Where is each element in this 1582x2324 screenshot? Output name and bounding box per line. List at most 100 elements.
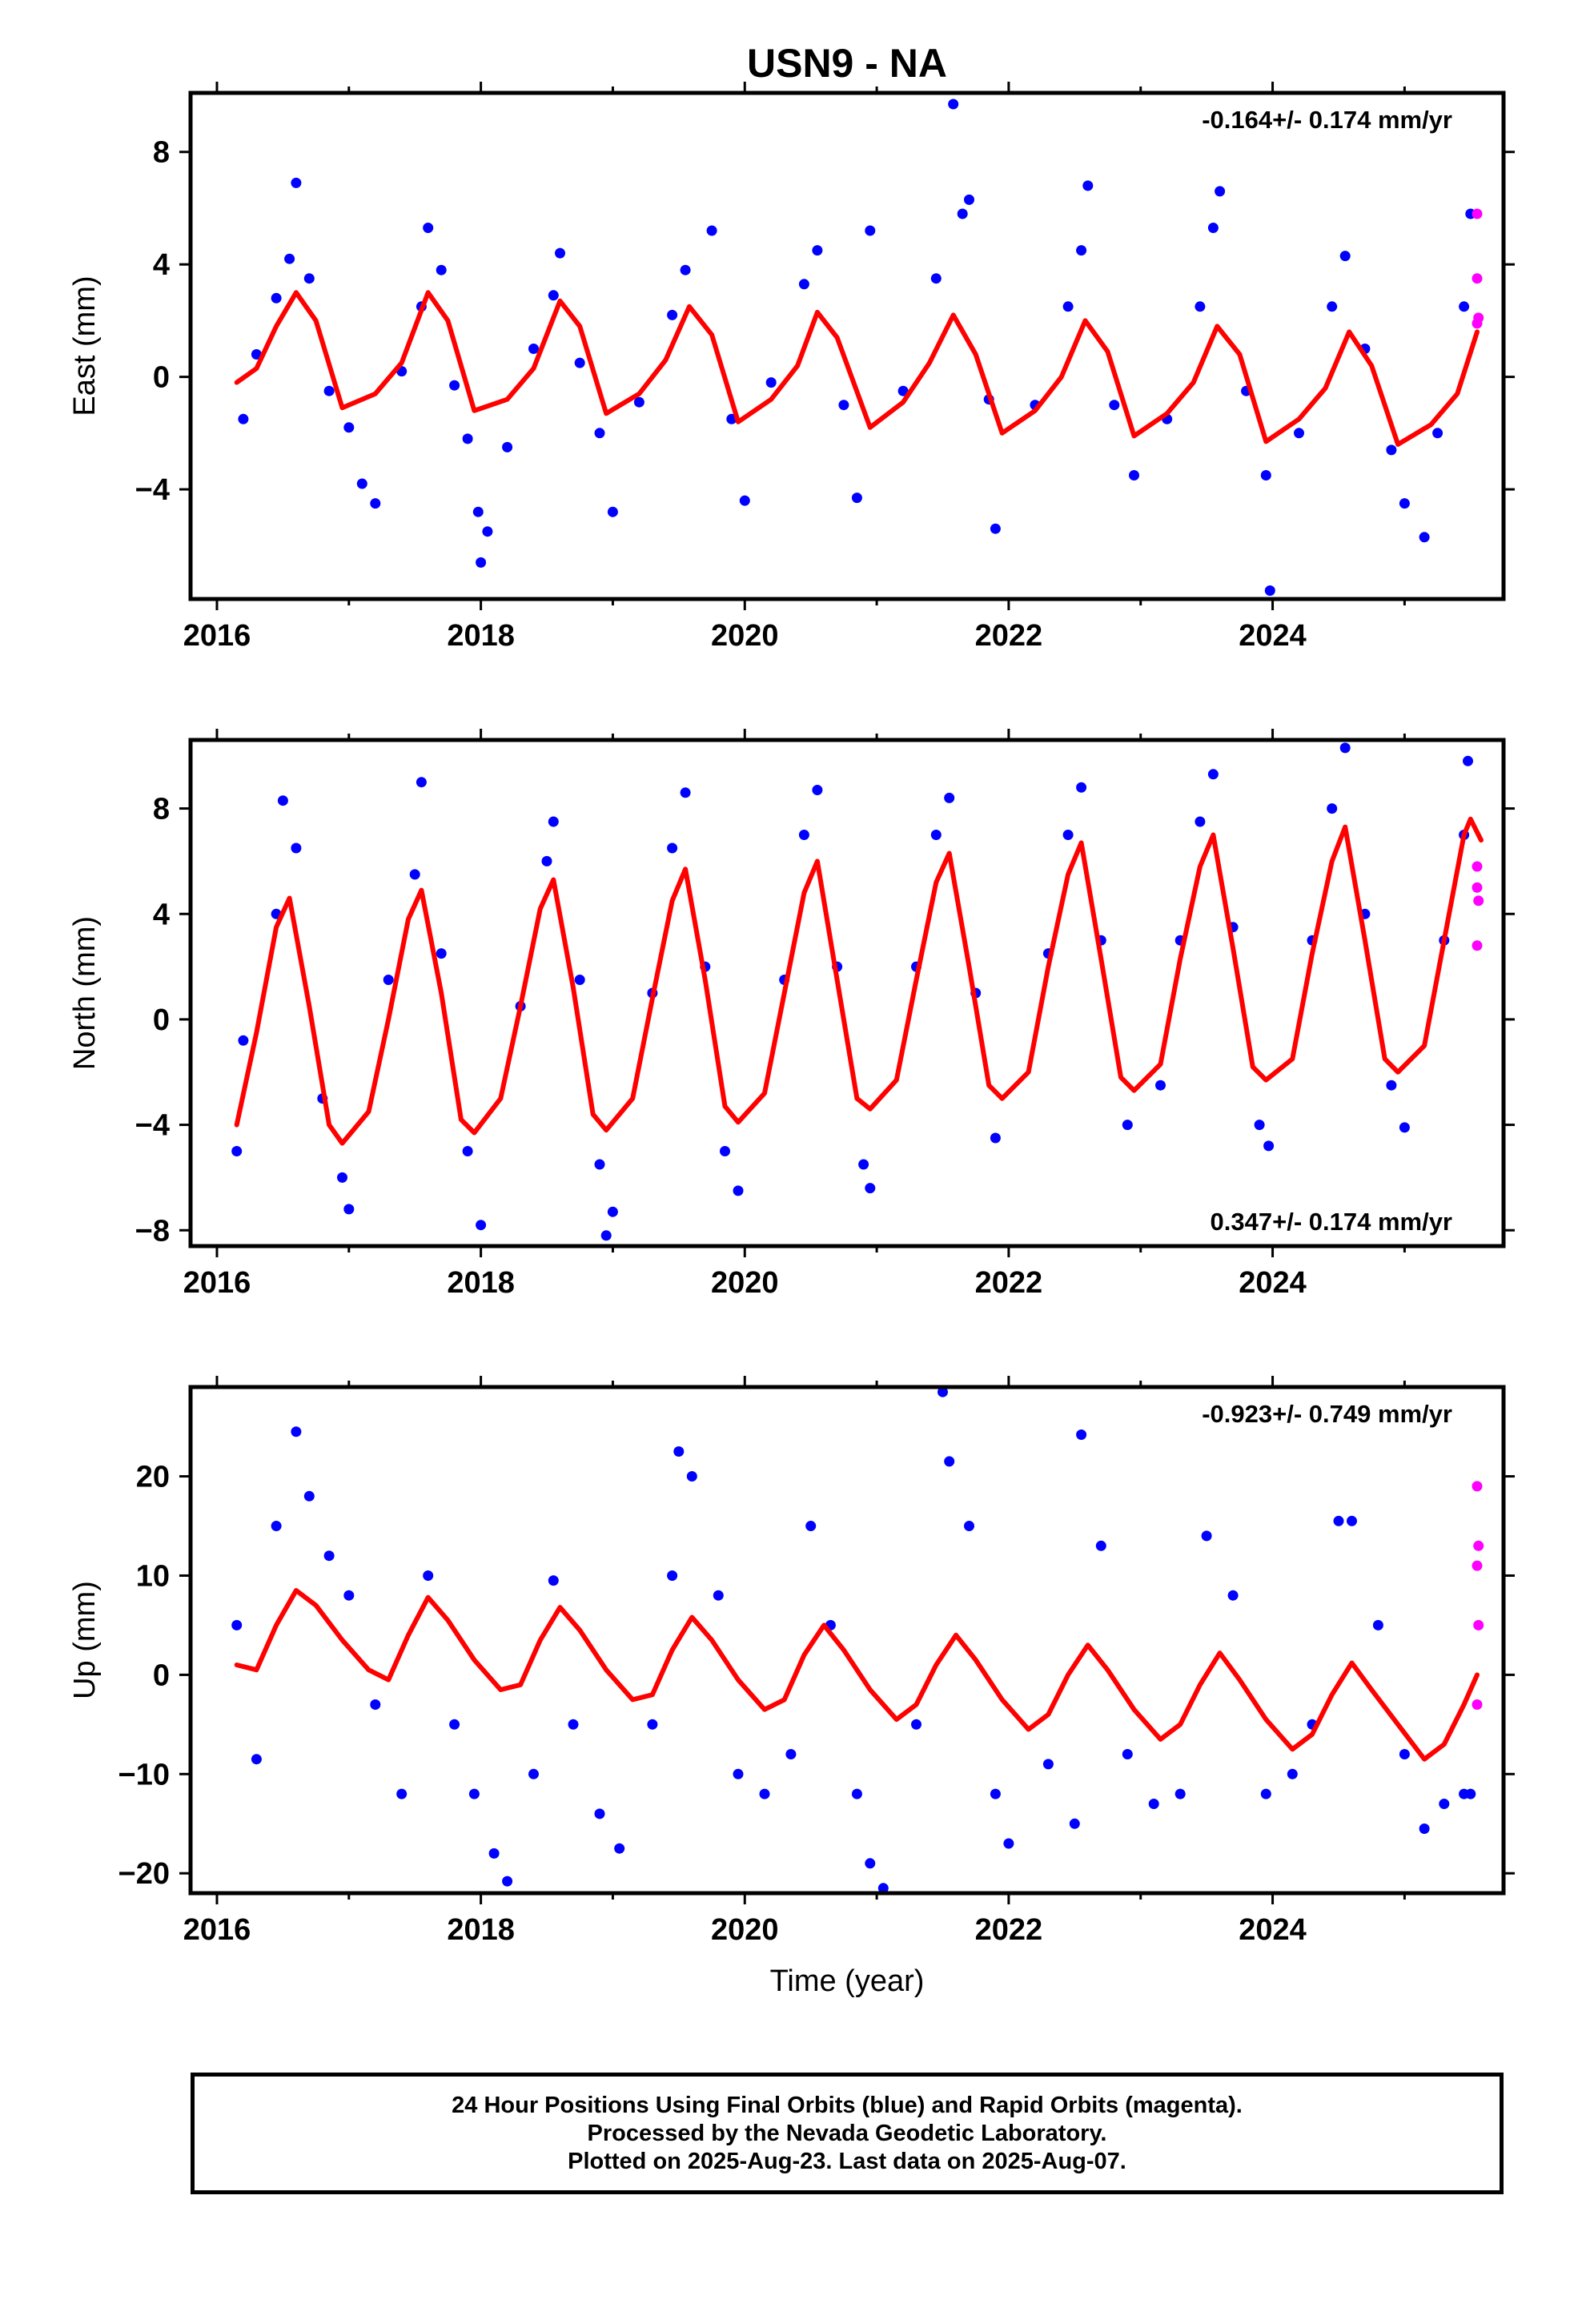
data-point — [990, 1132, 1001, 1144]
rate-annotation: -0.164+/- 0.174 mm/yr — [1202, 106, 1452, 134]
data-point — [548, 816, 559, 827]
x-tick-label: 2024 — [1239, 619, 1307, 653]
data-point — [865, 225, 876, 236]
data-point — [1372, 1619, 1383, 1630]
x-tick-label: 2022 — [975, 1913, 1043, 1947]
data-point — [944, 792, 955, 803]
data-point — [1399, 1749, 1410, 1759]
data-point — [990, 1788, 1001, 1799]
data-point — [548, 1575, 559, 1586]
x-tick-label: 2016 — [183, 619, 251, 653]
data-point — [897, 385, 909, 396]
data-point — [476, 1220, 487, 1231]
data-point — [1459, 301, 1470, 312]
data-point — [1129, 470, 1139, 480]
data-point — [449, 380, 460, 391]
data-point — [555, 247, 565, 259]
data-point — [462, 1146, 473, 1156]
footer-caption-box: 24 Hour Positions Using Final Orbits (bl… — [191, 2073, 1504, 2194]
data-point — [1432, 428, 1443, 439]
data-point — [1003, 1838, 1014, 1849]
data-point — [323, 1550, 335, 1562]
data-point — [1082, 180, 1094, 191]
data-point — [1263, 1140, 1275, 1152]
data-point — [502, 1876, 513, 1887]
data-point — [416, 777, 427, 788]
data-point — [765, 377, 777, 388]
data-point — [1339, 742, 1351, 754]
x-tick-label: 2022 — [975, 619, 1043, 653]
panel-2: 2016 2018 2020 2022 2024 −20 −10 0 10 20 Up (mm) Ti… — [68, 1376, 1515, 1998]
data-point — [449, 1719, 460, 1730]
data-point — [600, 1230, 612, 1241]
data-point — [482, 526, 493, 537]
data-point — [1419, 1823, 1430, 1834]
data-point — [1264, 585, 1275, 596]
data-point — [964, 194, 974, 205]
data-point — [343, 1590, 355, 1601]
data-point — [1076, 245, 1087, 256]
data-point — [1419, 532, 1430, 543]
data-point — [1473, 895, 1484, 907]
data-point — [673, 1446, 685, 1457]
data-point — [1327, 301, 1338, 312]
data-point — [1472, 1481, 1483, 1492]
data-point — [759, 1788, 770, 1799]
data-point — [436, 948, 447, 959]
data-point — [720, 1146, 730, 1156]
data-point — [733, 1185, 744, 1196]
plot-frame — [188, 90, 1506, 601]
y-tick-label: 4 — [153, 898, 170, 931]
data-point — [938, 1386, 948, 1397]
data-point — [1076, 782, 1087, 793]
footer-line-orbits: 24 Hour Positions Using Final Orbits (bl… — [452, 2092, 1243, 2118]
data-point — [251, 1754, 262, 1765]
fit-curve-line — [234, 1588, 1480, 1762]
data-point — [812, 245, 823, 256]
data-point — [1174, 1788, 1186, 1799]
x-tick-label: 2020 — [711, 1913, 779, 1947]
data-point — [1148, 1799, 1159, 1809]
data-point — [667, 1570, 678, 1581]
y-tick-label: −4 — [135, 1109, 170, 1143]
data-point — [1472, 208, 1483, 219]
data-point — [851, 493, 862, 504]
data-point — [990, 523, 1001, 534]
data-point — [1076, 1429, 1087, 1440]
data-point — [1294, 428, 1304, 439]
y-tick-label: 8 — [153, 136, 170, 170]
plot-frame — [188, 738, 1506, 1248]
data-point — [607, 506, 618, 517]
data-point — [865, 1858, 876, 1869]
data-point — [1399, 498, 1410, 509]
data-point — [1207, 223, 1219, 233]
y-tick-label: 0 — [153, 361, 170, 395]
data-point — [462, 433, 473, 444]
data-point — [472, 506, 484, 517]
panel-1: 2016 2018 2020 2022 2024 −8 −4 0 4 8 North (mm) 0.3… — [68, 729, 1515, 1300]
data-point — [1439, 1799, 1450, 1809]
data-point — [680, 264, 691, 275]
data-point — [1472, 1560, 1483, 1571]
data-point — [667, 309, 678, 320]
x-tick-label: 2022 — [975, 1266, 1043, 1300]
data-point — [488, 1848, 500, 1859]
data-point — [423, 223, 434, 233]
y-tick-label: −8 — [135, 1214, 170, 1248]
y-tick-label: 10 — [136, 1559, 170, 1593]
data-point — [1472, 1699, 1483, 1710]
data-point — [594, 428, 605, 439]
data-point — [476, 557, 487, 568]
data-point — [911, 1719, 921, 1730]
data-point — [303, 1490, 315, 1502]
y-axis-label: Up (mm) — [68, 1581, 102, 1699]
data-point — [798, 830, 809, 840]
data-point — [1260, 470, 1271, 480]
data-point — [1155, 1080, 1166, 1091]
data-point — [1347, 1515, 1357, 1526]
data-point — [548, 290, 559, 301]
x-tick-label: 2024 — [1239, 1266, 1307, 1300]
x-tick-label: 2016 — [183, 1913, 251, 1947]
data-point — [231, 1619, 243, 1630]
data-point — [343, 1204, 355, 1215]
